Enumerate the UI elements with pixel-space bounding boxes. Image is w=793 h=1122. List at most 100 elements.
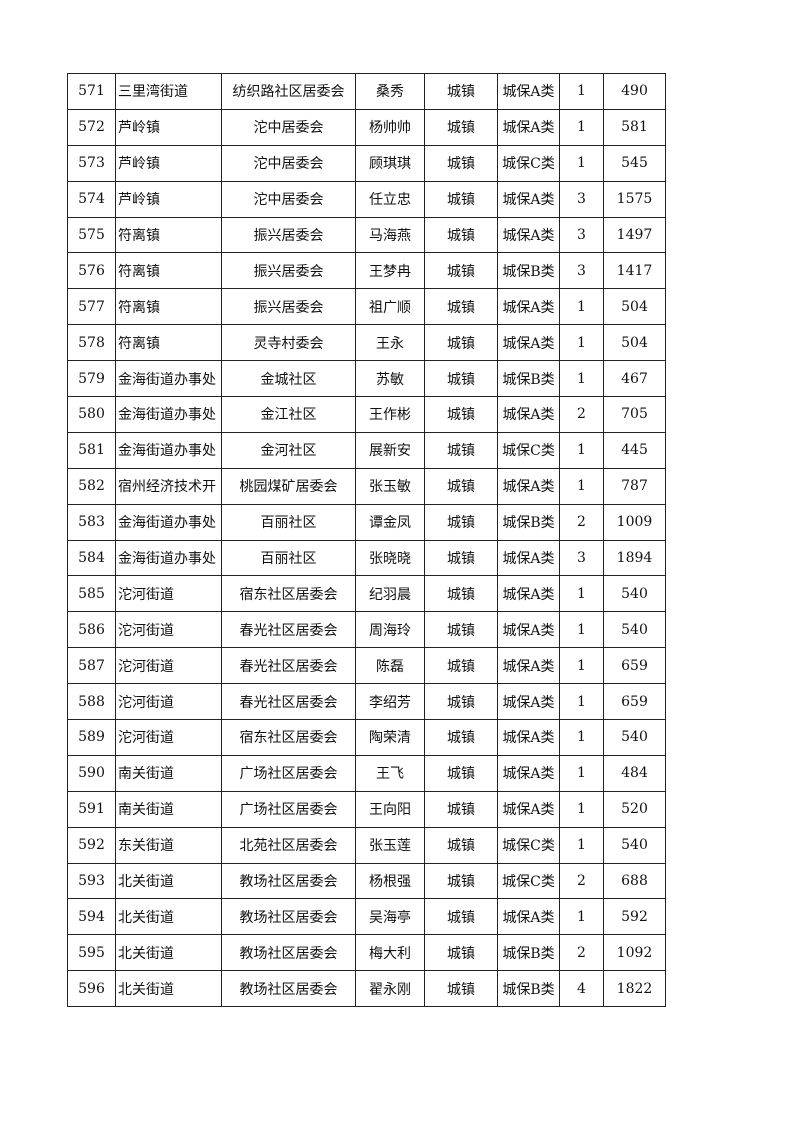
person-name-text: 周海玲: [369, 622, 411, 639]
count-cell: 1: [559, 575, 604, 613]
row-number-text: 577: [78, 298, 105, 315]
row-number-text: 592: [78, 837, 105, 854]
area-type-text: 城镇: [447, 802, 475, 819]
count-cell: 1: [559, 754, 604, 792]
person-name-cell: 任立忠: [355, 180, 425, 218]
row-number-text: 588: [78, 693, 105, 710]
street-cell: 宿州经济技术开: [115, 467, 222, 505]
amount-text: 504: [621, 334, 648, 351]
person-name-cell: 吴海亭: [355, 898, 425, 936]
person-name-text: 李绍芳: [369, 694, 411, 711]
person-name-text: 王梦冉: [369, 263, 411, 280]
amount-cell: 1497: [603, 216, 666, 254]
amount-cell: 1575: [603, 180, 666, 218]
area-type-text: 城镇: [447, 658, 475, 675]
count-text: 1: [577, 621, 586, 638]
area-type-cell: 城镇: [424, 970, 498, 1008]
area-type-text: 城镇: [447, 586, 475, 603]
amount-text: 484: [621, 765, 648, 782]
person-name-text: 张玉敏: [369, 479, 411, 496]
community-text: 春光社区居委会: [239, 622, 338, 639]
person-name-text: 杨帅帅: [369, 120, 411, 137]
table-row: 581 金海街道办事处 金河社区 展新安 城镇 城保C类 1 445: [67, 431, 666, 469]
community-cell: 北苑社区居委会: [221, 826, 356, 864]
street-text: 芦岭镇: [118, 156, 160, 173]
amount-cell: 467: [603, 360, 666, 398]
insurance-category-cell: 城保A类: [497, 288, 560, 326]
community-cell: 百丽社区: [221, 503, 356, 541]
row-number-text: 585: [78, 585, 105, 602]
amount-cell: 705: [603, 396, 666, 433]
community-cell: 春光社区居委会: [221, 611, 356, 649]
street-cell: 三里湾街道: [115, 73, 222, 110]
street-text: 东关街道: [118, 838, 174, 855]
person-name-cell: 纪羽晨: [355, 575, 425, 613]
person-name-cell: 祖广顺: [355, 288, 425, 326]
street-text: 三里湾街道: [118, 84, 188, 101]
area-type-text: 城镇: [447, 371, 475, 388]
street-text: 金海街道办事处: [118, 443, 216, 460]
amount-text: 467: [621, 370, 648, 387]
amount-text: 592: [621, 908, 648, 925]
street-cell: 沱河街道: [115, 647, 222, 685]
count-cell: 2: [559, 862, 604, 900]
count-text: 1: [577, 298, 586, 315]
count-text: 2: [577, 873, 586, 890]
amount-cell: 540: [603, 611, 666, 649]
person-name-text: 梅大利: [369, 945, 411, 962]
count-text: 1: [577, 729, 586, 746]
count-cell: 1: [559, 826, 604, 864]
area-type-cell: 城镇: [424, 144, 498, 182]
table-row: 571 三里湾街道 纺织路社区居委会 桑秀 城镇 城保A类 1 490: [67, 73, 666, 110]
area-type-text: 城镇: [447, 407, 475, 424]
person-name-text: 陶荣清: [369, 730, 411, 747]
insurance-category-cell: 城保A类: [497, 467, 560, 505]
person-name-text: 桑秀: [376, 84, 404, 101]
person-name-cell: 谭金凤: [355, 503, 425, 541]
amount-cell: 659: [603, 683, 666, 721]
community-cell: 春光社区居委会: [221, 647, 356, 685]
table-row: 583 金海街道办事处 百丽社区 谭金凤 城镇 城保B类 2 1009: [67, 503, 666, 541]
amount-cell: 490: [603, 73, 666, 110]
community-text: 振兴居委会: [253, 228, 324, 244]
community-text: 金河社区: [260, 443, 317, 460]
insurance-category-cell: 城保A类: [497, 396, 560, 433]
count-cell: 1: [559, 431, 604, 469]
row-number-text: 595: [78, 944, 105, 961]
community-cell: 金河社区: [221, 431, 356, 469]
count-text: 4: [577, 980, 586, 997]
person-name-text: 翟永刚: [369, 981, 411, 998]
street-text: 沱河街道: [118, 658, 174, 675]
community-cell: 宿东社区居委会: [221, 575, 356, 613]
row-number-cell: 571: [67, 73, 116, 110]
count-cell: 2: [559, 396, 604, 433]
amount-cell: 688: [603, 862, 666, 900]
count-text: 1: [577, 657, 586, 674]
insurance-category-text: 城保A类: [502, 228, 555, 244]
area-type-text: 城镇: [447, 156, 475, 173]
person-name-text: 苏敏: [376, 371, 404, 388]
person-name-text: 吴海亭: [369, 909, 411, 926]
community-cell: 教场社区居委会: [221, 898, 356, 936]
person-name-cell: 杨帅帅: [355, 108, 425, 146]
row-number-cell: 586: [67, 611, 116, 649]
person-name-cell: 展新安: [355, 431, 425, 469]
community-text: 教场社区居委会: [239, 874, 338, 891]
insurance-category-cell: 城保C类: [497, 144, 560, 182]
amount-text: 688: [621, 873, 648, 890]
community-text: 春光社区居委会: [239, 694, 338, 711]
person-name-cell: 李绍芳: [355, 683, 425, 721]
person-name-cell: 张玉莲: [355, 826, 425, 864]
amount-cell: 545: [603, 144, 666, 182]
row-number-cell: 578: [67, 324, 116, 362]
count-cell: 1: [559, 288, 604, 326]
area-type-cell: 城镇: [424, 934, 498, 972]
community-cell: 教场社区居委会: [221, 934, 356, 972]
count-cell: 1: [559, 719, 604, 756]
table-row: 578 符离镇 灵寺村委会 王永 城镇 城保A类 1 504: [67, 324, 666, 362]
person-name-cell: 杨根强: [355, 862, 425, 900]
insurance-category-cell: 城保A类: [497, 683, 560, 721]
row-number-cell: 581: [67, 431, 116, 469]
count-cell: 1: [559, 611, 604, 649]
area-type-cell: 城镇: [424, 503, 498, 541]
